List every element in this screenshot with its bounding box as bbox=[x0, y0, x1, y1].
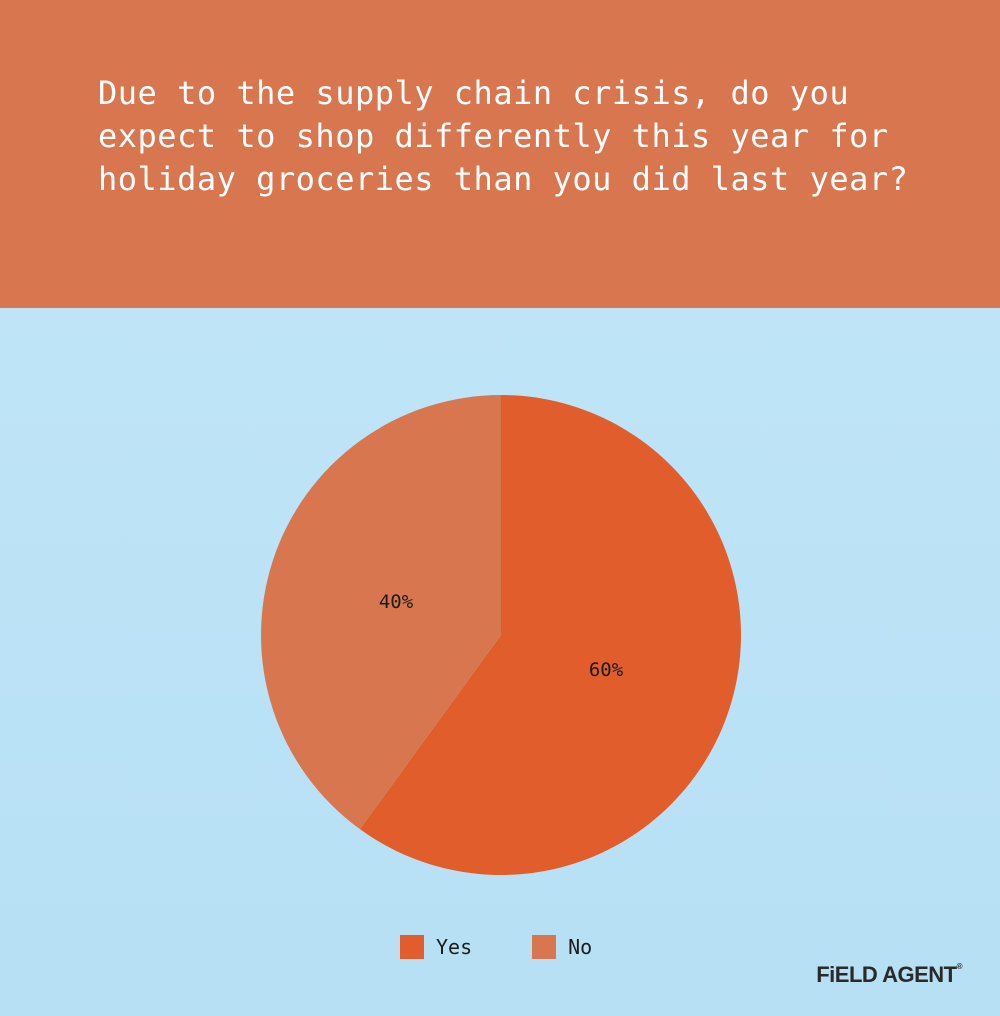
brand-logo: FiELD AGENT® bbox=[816, 962, 962, 987]
legend-item-no: No bbox=[532, 935, 592, 959]
legend-label-no: No bbox=[568, 935, 593, 959]
legend-swatch-yes bbox=[400, 935, 424, 959]
pie-label-no: 40% bbox=[379, 591, 414, 613]
pie-chart: 60% 40% bbox=[260, 394, 741, 875]
legend-item-yes: Yes bbox=[400, 935, 472, 959]
question-title: Due to the supply chain crisis, do you e… bbox=[98, 74, 909, 198]
pie-slice-no bbox=[260, 394, 501, 830]
pie-slice-yes bbox=[359, 395, 741, 875]
legend-swatch-no bbox=[532, 935, 557, 959]
pie-label-yes: 60% bbox=[589, 659, 624, 681]
legend-label-yes: Yes bbox=[436, 935, 473, 959]
header-banner: Due to the supply chain crisis, do you e… bbox=[0, 0, 1000, 308]
brand-name: FiELD AGENT bbox=[816, 962, 957, 987]
legend: Yes No bbox=[400, 933, 652, 961]
